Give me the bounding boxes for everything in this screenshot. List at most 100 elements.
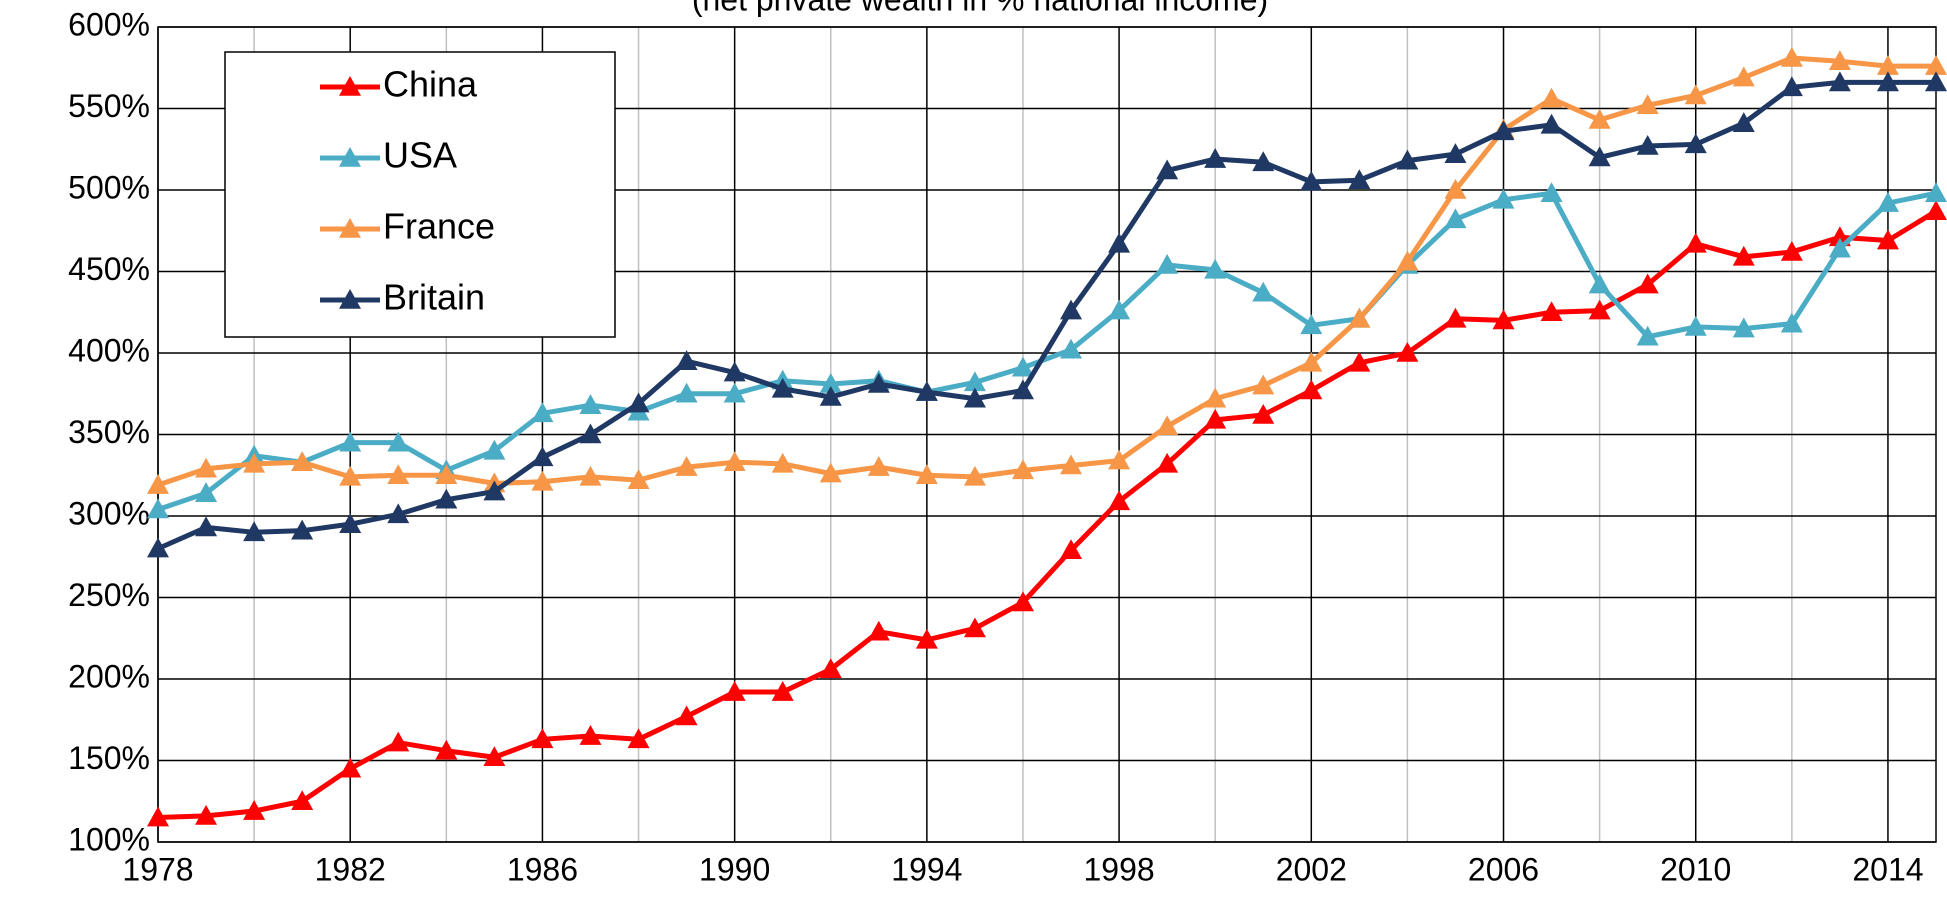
marker [819,658,842,679]
marker [1156,452,1179,473]
marker [1925,71,1947,92]
marker [1300,170,1323,191]
marker [867,620,890,641]
marker [1108,449,1131,470]
marker [435,488,458,509]
marker [771,377,794,398]
marker [1540,87,1563,108]
marker [1252,374,1275,395]
x-tick-label: 1998 [1083,851,1154,887]
y-tick-label: 100% [68,821,150,857]
marker [1204,148,1227,168]
marker [387,464,410,485]
marker [627,469,650,489]
marker [1492,188,1515,209]
legend-label: Britain [383,277,485,318]
marker [339,757,362,778]
marker [1876,55,1899,75]
legend-box [224,51,616,338]
marker [675,456,698,476]
marker [1011,591,1034,612]
marker [1011,356,1034,377]
series [147,71,1947,558]
marker [1828,50,1851,71]
marker [675,350,698,370]
marker [1636,273,1659,294]
marker [963,465,986,486]
marker [1060,539,1083,560]
marker [243,452,266,473]
marker [483,480,506,501]
marker [147,498,169,519]
marker [1780,312,1803,333]
marker [1588,146,1611,167]
marker [1108,232,1131,253]
marker [195,804,218,825]
marker [1011,459,1034,480]
marker [1876,229,1899,250]
marker [771,452,794,473]
marker [819,462,842,483]
marker [291,451,314,472]
marker [1108,299,1131,320]
marker [1925,200,1947,220]
x-tick-label: 1986 [507,851,578,887]
legend-marker [339,218,361,238]
marker [1636,94,1659,115]
marker [1300,314,1323,335]
marker [1876,71,1899,92]
legend-marker [339,289,361,309]
marker [1540,301,1563,322]
marker [1636,325,1659,346]
marker [1732,317,1755,338]
marker [1588,273,1611,294]
marker [819,372,842,393]
marker [1156,159,1179,180]
marker [339,513,362,533]
x-tick-label: 1990 [699,851,770,887]
x-tick-label: 2002 [1276,851,1347,887]
marker [1444,307,1467,328]
x-tick-label: 1982 [315,851,386,887]
marker [1204,258,1227,279]
marker [195,516,218,537]
plot-frame [157,26,1937,843]
x-tick-label: 2010 [1660,851,1731,887]
marker [1492,309,1515,330]
marker [387,503,410,524]
marker [531,446,554,467]
marker [723,451,746,472]
marker [1684,133,1707,154]
y-tick-label: 300% [68,495,150,531]
marker [723,382,746,403]
y-tick-label: 150% [68,740,150,776]
series [147,46,1947,494]
marker [675,705,698,726]
marker [291,519,314,540]
marker [771,681,794,701]
legend-marker [339,147,361,167]
marker [1732,245,1755,266]
marker [627,392,650,413]
x-tick-label: 2006 [1468,851,1539,887]
legend: China USA France Britain [224,51,616,338]
y-tick-label: 350% [68,414,150,450]
marker [819,386,842,406]
marker [1876,192,1899,212]
y-tick-label: 200% [68,658,150,694]
marker [1684,84,1707,105]
marker [1396,342,1419,362]
line [157,190,1937,512]
marker [435,739,458,760]
marker [387,431,410,452]
marker [243,800,266,820]
marker [1684,315,1707,336]
marker [1588,108,1611,129]
marker [1252,151,1275,172]
marker [579,725,602,745]
marker [1396,250,1419,271]
marker [1252,403,1275,424]
series [147,200,1947,827]
marker [1060,299,1083,320]
legend-label: USA [383,135,457,176]
